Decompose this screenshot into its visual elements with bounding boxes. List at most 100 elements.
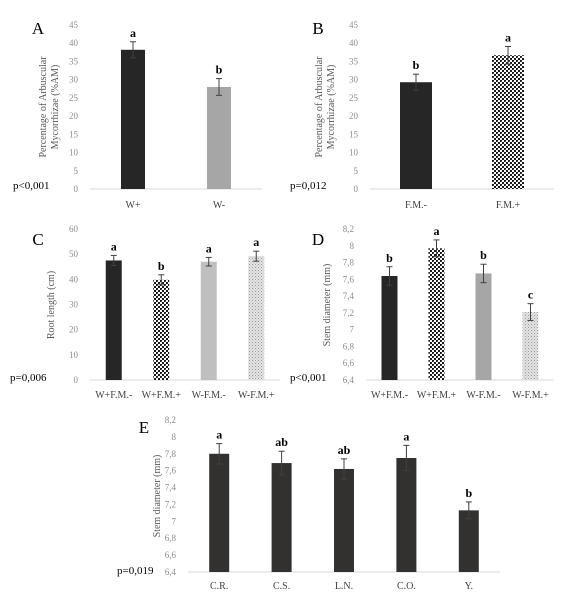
x-tick-label: F.M.+ (496, 200, 521, 211)
significance-letter: b (413, 58, 420, 72)
y-tick-label: 6,4 (165, 567, 177, 577)
y-tick-label: 20 (69, 325, 79, 335)
y-tick-label: 7,2 (343, 308, 354, 318)
bar (522, 312, 539, 380)
y-tick-label: 60 (69, 224, 79, 234)
y-tick-label: 7,8 (343, 258, 355, 268)
x-tick-label: W+F.M.- (371, 390, 408, 401)
x-tick-label: W-F.M.+ (238, 390, 275, 401)
y-tick-label: 40 (349, 38, 359, 48)
significance-letter: a (434, 224, 440, 238)
panel-e: E 6,4 6,6 6,8 7 7,2 7,4 7,6 7,8 8 8,2 Stem diameter… (117, 415, 500, 592)
y-tick-label: 20 (349, 111, 359, 121)
p-value: p<0,001 (290, 372, 326, 384)
significance-letter: a (130, 26, 136, 40)
y-tick-label: 20 (69, 111, 79, 121)
bar (209, 453, 230, 572)
y-tick-label: 6,8 (165, 533, 177, 543)
bar (105, 260, 122, 380)
y-tick-label: 7,4 (165, 483, 177, 493)
bar (381, 275, 398, 380)
y-axis-label: Mycorrhizae (%AM) (326, 65, 337, 150)
y-tick-label: 7,4 (343, 291, 355, 301)
x-tick-label: Y. (465, 581, 473, 592)
y-tick-label: 0 (74, 375, 79, 385)
y-axis-label: Stem diameter (mm) (322, 264, 333, 347)
y-tick-label: 40 (69, 274, 79, 284)
y-tick-label: 0 (354, 184, 359, 194)
panel-letter: E (139, 418, 149, 437)
y-tick-label: 10 (69, 350, 79, 360)
bar (271, 463, 292, 572)
p-value: p<0,001 (13, 180, 49, 192)
significance-letter: a (111, 239, 117, 253)
y-tick-label: 5 (74, 166, 79, 176)
x-tick-label: W-F.M.+ (512, 390, 549, 401)
x-tick-label: W-F.M.- (466, 390, 500, 401)
panel-letter: B (312, 19, 323, 38)
x-tick-label: C.S. (273, 581, 290, 592)
y-tick-label: 35 (69, 56, 79, 66)
x-tick-label: W+F.M.+ (142, 390, 182, 401)
significance-letter: ab (338, 443, 351, 457)
y-tick-label: 6,8 (343, 341, 355, 351)
y-tick-label: 8,2 (165, 415, 176, 425)
y-tick-label: 8 (350, 241, 355, 251)
bar (458, 510, 479, 572)
y-tick-label: 30 (349, 75, 359, 85)
y-tick-label: 50 (69, 249, 79, 259)
x-tick-label: W+F.M.+ (417, 390, 457, 401)
panel-letter: A (32, 19, 45, 38)
significance-letter: a (216, 428, 222, 442)
significance-letter: a (206, 241, 212, 255)
y-tick-label: 30 (69, 75, 79, 85)
y-axis-label: Percentage of Arbuscular (314, 56, 325, 158)
panel-letter: C (32, 230, 43, 249)
y-tick-label: 45 (69, 20, 79, 30)
y-tick-label: 0 (74, 184, 79, 194)
y-tick-label: 7,6 (343, 274, 355, 284)
x-tick-label: W+ (125, 200, 140, 211)
significance-letter: b (480, 248, 487, 262)
y-tick-label: 7,8 (165, 449, 177, 459)
y-tick-label: 7 (172, 516, 177, 526)
bar (400, 82, 432, 189)
y-tick-label: 8,2 (343, 224, 354, 234)
y-tick-label: 6,6 (343, 358, 355, 368)
bar (428, 248, 445, 380)
bar (475, 273, 492, 380)
y-tick-label: 15 (349, 129, 359, 139)
significance-letter: b (465, 486, 472, 500)
bar (334, 468, 354, 572)
y-tick-label: 35 (349, 56, 359, 66)
x-tick-label: W- (213, 200, 225, 211)
y-axis-label: Root length (cm) (46, 271, 57, 339)
p-value: p=0,019 (117, 565, 154, 577)
panel-letter: D (312, 230, 324, 249)
x-tick-label: W+F.M.- (95, 390, 132, 401)
p-value: p=0,006 (10, 372, 47, 384)
y-tick-label: 7 (350, 325, 355, 335)
y-tick-label: 15 (69, 129, 79, 139)
panel-a: A 0 5 10 15 20 25 30 35 40 45 Percentage of Arbuscu… (13, 19, 262, 211)
y-tick-label: 40 (69, 38, 79, 48)
significance-letter: a (403, 429, 409, 443)
panel-d: D 6,4 6,6 6,8 7 7,2 7,4 7,6 7,8 8 8,2 Stem diameter… (290, 224, 554, 401)
y-tick-label: 7,2 (165, 499, 176, 509)
y-tick-label: 7,6 (165, 466, 177, 476)
significance-letter: b (386, 251, 393, 265)
p-value: p=0,012 (290, 180, 326, 192)
y-tick-label: 8 (172, 432, 177, 442)
y-axis-label: Percentage of Arbuscular (38, 56, 49, 158)
panel-c: C 0 10 20 30 40 50 60 Root length (cm) a W+F.M.- b W… (10, 224, 280, 401)
significance-letter: a (253, 235, 259, 249)
y-tick-label: 30 (69, 300, 79, 310)
y-tick-label: 6,4 (343, 375, 355, 385)
x-tick-label: L.N. (335, 581, 353, 592)
bar (396, 458, 417, 572)
x-tick-label: C.O. (397, 581, 416, 592)
bar (200, 261, 217, 380)
bar (153, 279, 170, 380)
significance-letter: ab (275, 435, 288, 449)
